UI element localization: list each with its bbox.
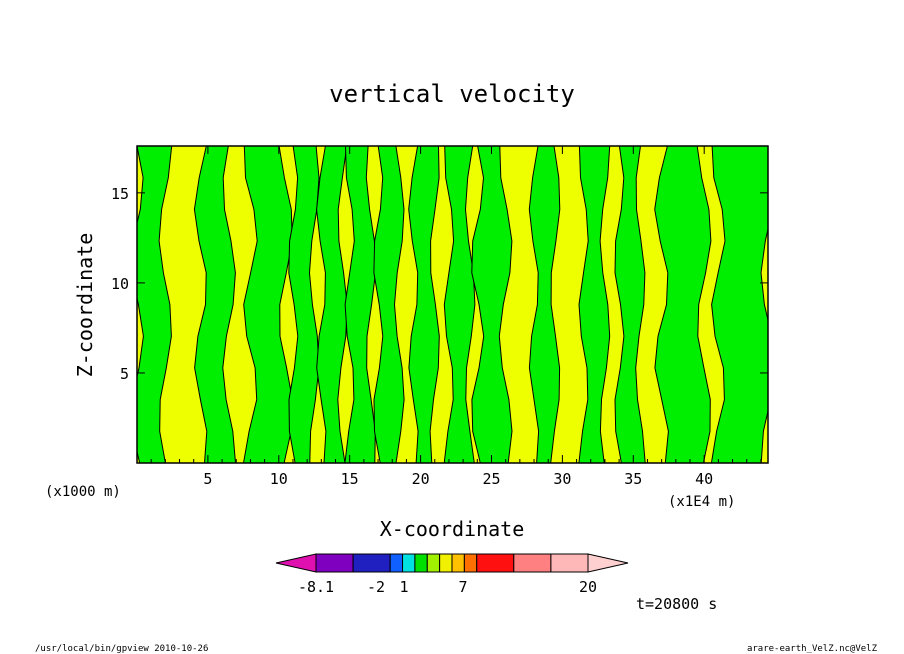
colorbar-tick-label: -8.1 [298, 578, 334, 596]
x-unit-left: (x1000 m) [45, 484, 121, 500]
colorbar-tick-label: 7 [458, 578, 467, 596]
negative-velocity-region [373, 146, 405, 463]
negative-velocity-regions [137, 146, 768, 463]
colorbar-min-arrow [275, 553, 317, 573]
colorbar-tick-label: 1 [399, 578, 408, 596]
x-tick-label: 25 [482, 470, 500, 488]
negative-velocity-region [344, 146, 377, 463]
negative-velocity-region [471, 146, 513, 463]
x-tick-label: 30 [553, 470, 571, 488]
colorbar-cell [414, 553, 428, 573]
negative-velocity-region [710, 146, 768, 463]
chart-title: vertical velocity [329, 80, 575, 108]
colorbar-cell [463, 553, 478, 573]
x-tick-label: 35 [624, 470, 642, 488]
y-axis-label: Z-coordinate [73, 233, 97, 378]
x-unit-right: (x1E4 m) [668, 494, 735, 510]
x-axis-label: X-coordinate [380, 517, 525, 541]
negative-velocity-region [528, 146, 561, 463]
negative-velocity-region [193, 146, 236, 463]
colorbar-cell [550, 553, 589, 573]
negative-velocity-region [578, 146, 611, 463]
x-tick-label: 5 [203, 470, 212, 488]
x-tick-label: 40 [695, 470, 713, 488]
y-tick-label: 5 [120, 365, 129, 383]
colorbar-cell [315, 553, 354, 573]
colorbar-cell [402, 553, 416, 573]
negative-velocity-region [137, 146, 173, 463]
x-tick-label: 15 [341, 470, 359, 488]
x-tick-label: 10 [270, 470, 288, 488]
footer-right: arare-earth_VelZ.nc@VelZ [747, 644, 878, 654]
negative-velocity-region [408, 146, 440, 463]
x-axis-ticks: 5 10 15 20 25 30 35 40 [150, 146, 762, 488]
negative-velocity-region [243, 146, 293, 463]
x-tick-label: 20 [412, 470, 430, 488]
colorbar-cell [451, 553, 465, 573]
negative-velocity-region [443, 146, 476, 463]
colorbar-cell [513, 553, 552, 573]
time-label: t=20800 s [636, 595, 717, 613]
y-tick-label: 15 [111, 185, 129, 203]
colorbar-max-arrow [587, 553, 629, 573]
colorbar-cell [426, 553, 441, 573]
negative-velocity-region [316, 146, 348, 463]
plot-frame [136, 145, 769, 464]
negative-velocity-region [654, 146, 712, 463]
colorbar-cell [439, 553, 453, 573]
colorbar-cell [476, 553, 515, 573]
footer-left: /usr/local/bin/gpview 2010-10-26 [35, 644, 208, 654]
colorbar-tick-label: 20 [579, 578, 597, 596]
colorbar: -8.1 -2 1 7 20 [275, 553, 629, 596]
negative-velocity-region [288, 146, 320, 463]
y-axis-ticks: 5 10 15 [111, 185, 768, 383]
colorbar-tick-label: -2 [367, 578, 385, 596]
negative-velocity-region [614, 146, 646, 463]
contour-field [137, 146, 768, 463]
colorbar-cell [352, 553, 391, 573]
colorbar-cell [389, 553, 404, 573]
y-tick-label: 10 [111, 275, 129, 293]
